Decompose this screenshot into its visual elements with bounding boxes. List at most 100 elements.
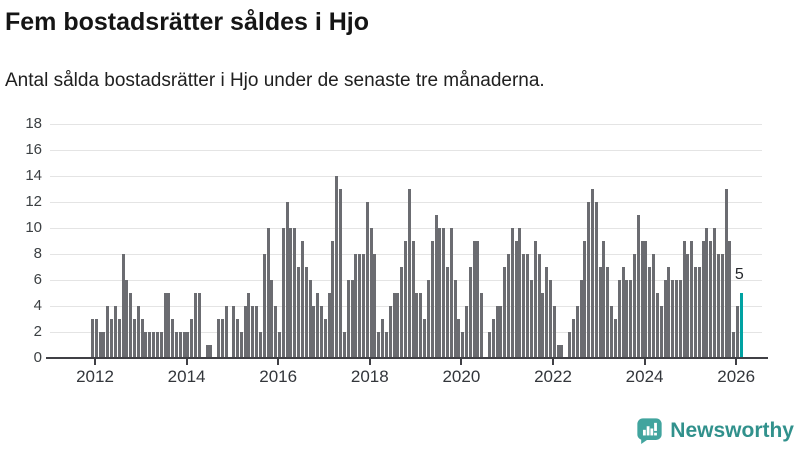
bar bbox=[556, 345, 560, 358]
bar bbox=[579, 280, 583, 358]
bar bbox=[621, 267, 625, 358]
bar bbox=[426, 280, 430, 358]
bar bbox=[640, 241, 644, 358]
y-axis-tick-label: 16 bbox=[25, 141, 42, 158]
bar bbox=[415, 293, 419, 358]
x-axis-tick-label: 2024 bbox=[625, 367, 664, 386]
bar bbox=[568, 332, 572, 358]
bar bbox=[331, 241, 335, 358]
bar bbox=[388, 306, 392, 358]
bar bbox=[239, 332, 243, 358]
bar bbox=[113, 306, 117, 358]
bar bbox=[174, 332, 178, 358]
bar bbox=[400, 267, 404, 358]
bar bbox=[487, 332, 491, 358]
bar bbox=[457, 319, 461, 358]
bar bbox=[274, 306, 278, 358]
x-axis-tick-label: 2020 bbox=[442, 367, 481, 386]
x-axis-tick bbox=[643, 359, 646, 365]
bar bbox=[644, 241, 648, 358]
gridline bbox=[50, 124, 762, 125]
last-bar-value-label: 5 bbox=[734, 266, 744, 283]
bar bbox=[701, 241, 705, 358]
bar bbox=[549, 280, 552, 358]
bar bbox=[121, 254, 125, 358]
bar bbox=[403, 241, 407, 358]
y-axis-tick-label: 10 bbox=[25, 219, 42, 236]
bar bbox=[354, 254, 358, 358]
bar bbox=[610, 306, 614, 358]
x-axis-tick-label: 2022 bbox=[534, 367, 572, 386]
x-axis-tick bbox=[552, 359, 554, 365]
x-axis-tick-label: 2012 bbox=[76, 367, 114, 386]
bar bbox=[270, 280, 274, 358]
bar bbox=[674, 280, 678, 358]
bar bbox=[163, 293, 167, 358]
bar bbox=[499, 306, 503, 358]
bar bbox=[262, 254, 266, 358]
bar bbox=[682, 241, 686, 358]
bar bbox=[125, 280, 129, 358]
bar bbox=[423, 319, 427, 358]
bar bbox=[373, 254, 377, 358]
bar bbox=[98, 332, 102, 358]
bar bbox=[167, 293, 171, 358]
bar bbox=[636, 215, 640, 358]
bar bbox=[648, 267, 652, 358]
bar bbox=[102, 332, 106, 358]
bar bbox=[327, 293, 331, 358]
bar bbox=[144, 332, 148, 358]
bar bbox=[697, 267, 701, 358]
bar bbox=[655, 293, 659, 358]
bar bbox=[705, 228, 709, 358]
bar bbox=[411, 241, 415, 358]
bar bbox=[289, 228, 293, 358]
bar bbox=[716, 254, 720, 358]
bar bbox=[350, 280, 354, 358]
bar bbox=[625, 280, 629, 358]
bar bbox=[678, 280, 682, 358]
bar bbox=[652, 254, 656, 358]
bar bbox=[110, 319, 114, 358]
bar bbox=[182, 332, 186, 358]
bar bbox=[278, 332, 282, 358]
bar bbox=[514, 241, 518, 358]
newsworthy-chart-bubble-icon bbox=[636, 417, 663, 444]
bar bbox=[598, 267, 602, 358]
bar bbox=[507, 254, 511, 358]
bar bbox=[106, 306, 110, 358]
x-axis-tick bbox=[460, 359, 463, 365]
bar bbox=[732, 332, 736, 358]
bar bbox=[369, 228, 373, 358]
bar bbox=[365, 202, 369, 358]
bar bbox=[323, 319, 327, 358]
newsworthy-logo: Newsworthy bbox=[636, 417, 794, 444]
bar bbox=[148, 332, 152, 358]
x-axis-tick bbox=[94, 359, 96, 365]
bar bbox=[136, 306, 140, 358]
bar bbox=[205, 345, 209, 358]
bar bbox=[258, 332, 262, 358]
highlighted-bar bbox=[739, 293, 743, 358]
bar bbox=[236, 319, 240, 358]
bar bbox=[361, 254, 365, 358]
bar bbox=[583, 241, 587, 358]
bar bbox=[320, 306, 323, 358]
bar bbox=[533, 241, 537, 358]
bar bbox=[613, 319, 617, 358]
bar bbox=[503, 267, 507, 358]
gridline bbox=[50, 228, 762, 229]
bar bbox=[442, 228, 446, 358]
bar bbox=[132, 319, 136, 358]
bar bbox=[594, 202, 598, 358]
bar bbox=[209, 345, 213, 358]
bar bbox=[629, 280, 633, 358]
x-axis-tick bbox=[277, 359, 280, 365]
bar bbox=[632, 254, 636, 358]
bar bbox=[617, 280, 621, 358]
bar bbox=[602, 241, 606, 358]
bar bbox=[178, 332, 182, 358]
bar bbox=[445, 267, 449, 358]
x-axis-tick bbox=[735, 359, 738, 365]
bar bbox=[659, 306, 663, 358]
